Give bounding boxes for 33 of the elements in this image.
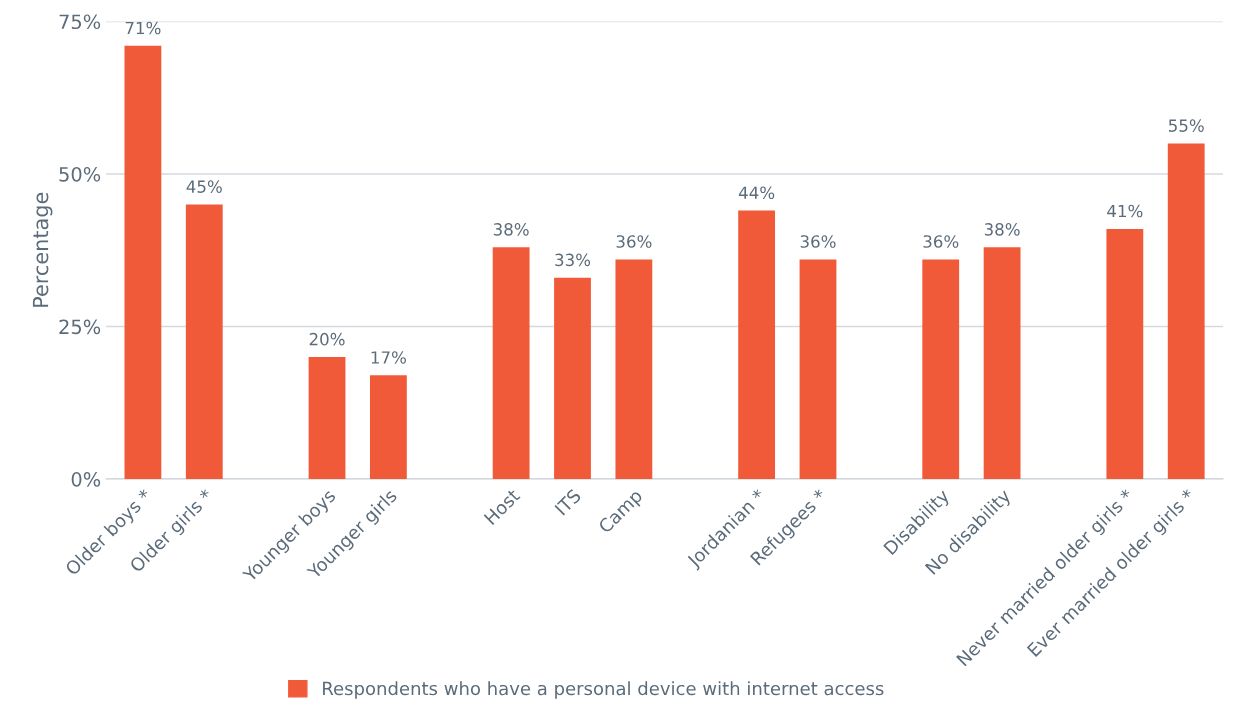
bar bbox=[308, 357, 346, 480]
y-tick-label: 50% bbox=[59, 166, 101, 182]
data-label: 44% bbox=[738, 186, 775, 200]
y-tick-label: 25% bbox=[59, 319, 101, 335]
x-tick-label: ITS bbox=[554, 488, 582, 516]
bar bbox=[615, 259, 653, 480]
data-label: 38% bbox=[984, 223, 1020, 236]
bar bbox=[554, 277, 591, 480]
bar bbox=[369, 375, 407, 480]
bar bbox=[799, 259, 837, 480]
bar bbox=[124, 45, 162, 480]
data-label: 41% bbox=[1107, 204, 1143, 218]
data-label: 36% bbox=[923, 235, 959, 248]
bar bbox=[738, 210, 776, 480]
bar bbox=[185, 204, 223, 480]
data-label: 55% bbox=[1168, 119, 1204, 132]
data-label: 17% bbox=[371, 351, 406, 364]
bar bbox=[922, 259, 960, 480]
y-tick-label: 0% bbox=[71, 472, 101, 487]
y-axis-title: Percentage bbox=[32, 192, 53, 307]
data-label: 36% bbox=[616, 235, 652, 248]
legend-label: Respondents who have a personal device with internet access bbox=[323, 681, 884, 699]
y-tick-label: 75% bbox=[59, 14, 101, 30]
data-label: 71% bbox=[125, 21, 161, 35]
data-label: 33% bbox=[555, 253, 591, 267]
bar bbox=[1167, 143, 1205, 480]
bar bbox=[1106, 228, 1144, 480]
bar bbox=[492, 247, 530, 480]
bar bbox=[983, 247, 1021, 480]
data-label: 20% bbox=[309, 332, 345, 346]
data-label: 36% bbox=[800, 235, 836, 248]
data-label: 45% bbox=[186, 180, 222, 193]
data-label: 38% bbox=[493, 223, 529, 236]
